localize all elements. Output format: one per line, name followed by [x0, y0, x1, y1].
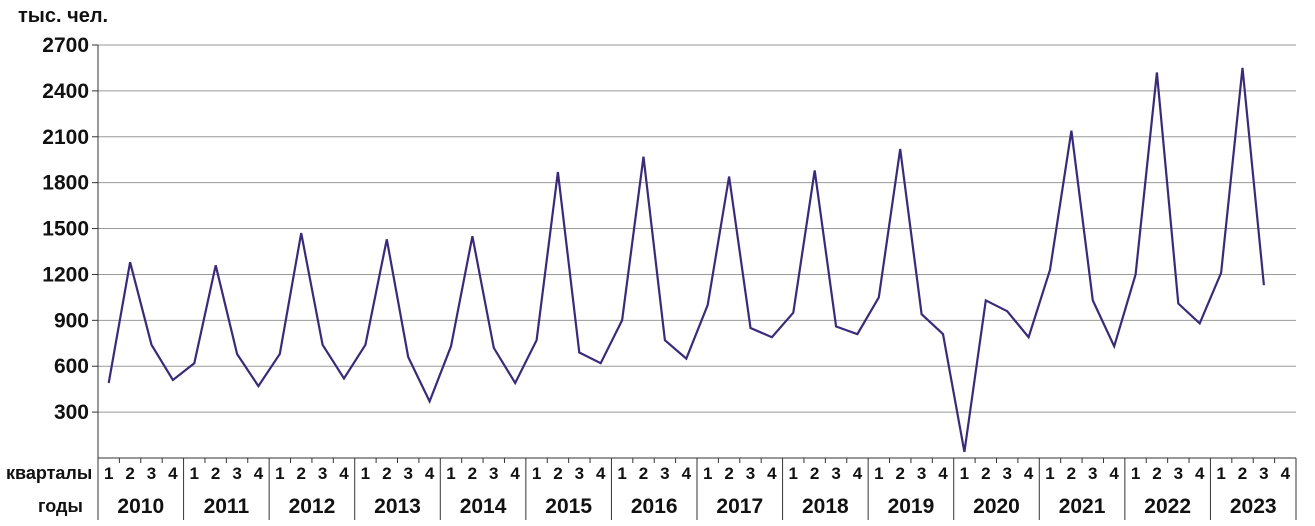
quarter-tick-label: 4 — [510, 464, 520, 483]
year-tick-label: 2020 — [973, 495, 1020, 518]
y-unit-label: тыс. чел. — [18, 5, 108, 27]
quarter-tick-label: 3 — [489, 464, 498, 483]
y-tick-label: 2700 — [42, 34, 89, 57]
year-tick-label: 2011 — [204, 495, 250, 518]
quarter-tick-label: 2 — [553, 464, 562, 483]
quarter-tick-label: 4 — [1109, 464, 1119, 483]
quarter-tick-label: 1 — [960, 464, 969, 483]
year-tick-label: 2018 — [802, 495, 849, 518]
quarter-tick-label: 1 — [190, 464, 199, 483]
quarter-tick-label: 2 — [211, 464, 220, 483]
quarter-tick-label: 2 — [981, 464, 990, 483]
quarter-tick-label: 4 — [1024, 464, 1034, 483]
quarter-tick-label: 2 — [1067, 464, 1076, 483]
quarter-tick-label: 1 — [703, 464, 712, 483]
quarter-tick-label: 3 — [1002, 464, 1011, 483]
y-tick-label: 600 — [54, 355, 89, 378]
year-tick-label: 2013 — [374, 495, 421, 518]
quarter-tick-label: 2 — [125, 464, 134, 483]
quarter-tick-label: 2 — [895, 464, 904, 483]
quarter-tick-label: 1 — [532, 464, 541, 483]
y-tick-labels: 300 600 900 1200 1500 1800 2100 2400 2700 — [42, 34, 89, 424]
year-tick-label: 2015 — [545, 495, 592, 518]
quarter-tick-label: 4 — [682, 464, 692, 483]
quarter-tick-label: 3 — [831, 464, 840, 483]
quarter-tick-label: 3 — [232, 464, 241, 483]
quarter-tick-label: 4 — [254, 464, 264, 483]
year-tick-label: 2021 — [1059, 495, 1106, 518]
quarter-tick-label: 2 — [468, 464, 477, 483]
axes — [92, 44, 1297, 520]
quarter-tick-label: 3 — [318, 464, 327, 483]
y-tick-label: 1200 — [42, 263, 89, 286]
quarter-tick-label: 3 — [1174, 464, 1183, 483]
quarter-tick-label: 4 — [168, 464, 178, 483]
y-tick-label: 1800 — [42, 172, 89, 195]
quarter-tick-label: 2 — [382, 464, 391, 483]
year-tick-label: 2014 — [460, 495, 507, 518]
quarter-tick-label: 3 — [917, 464, 926, 483]
year-tick-label: 2010 — [117, 495, 164, 518]
series-line — [107, 67, 1265, 453]
year-tick-label: 2017 — [716, 495, 763, 518]
year-tick-label: 2019 — [888, 495, 935, 518]
quarter-tick-label: 2 — [639, 464, 648, 483]
quarter-tick-label: 3 — [403, 464, 412, 483]
quarter-tick-label: 2 — [724, 464, 733, 483]
series-line-path — [107, 67, 1265, 453]
quarter-tick-label: 3 — [1088, 464, 1097, 483]
quarter-tick-label: 3 — [147, 464, 156, 483]
y-tick-label: 2400 — [42, 80, 89, 103]
quarter-tick-label: 3 — [1259, 464, 1268, 483]
quarter-tick-label: 4 — [853, 464, 863, 483]
quarter-tick-label: 4 — [767, 464, 777, 483]
quarter-tick-label: 1 — [361, 464, 370, 483]
quarter-tick-label: 3 — [746, 464, 755, 483]
quarter-tick-label: 1 — [1216, 464, 1225, 483]
quarter-tick-label: 4 — [1281, 464, 1291, 483]
quarter-tick-label: 4 — [339, 464, 349, 483]
quarter-tick-label: 4 — [1195, 464, 1205, 483]
quarter-tick-label: 4 — [938, 464, 948, 483]
quarter-tick-label: 4 — [596, 464, 606, 483]
quarter-tick-label: 2 — [810, 464, 819, 483]
quarter-tick-label: 3 — [575, 464, 584, 483]
year-tick-label: 2023 — [1230, 495, 1277, 518]
y-tick-label: 900 — [54, 309, 89, 332]
y-tick-label: 2100 — [42, 126, 89, 149]
quarter-tick-label: 3 — [660, 464, 669, 483]
quarter-tick-label: 1 — [446, 464, 455, 483]
gridlines — [98, 44, 1296, 413]
quarter-tick-label: 2 — [296, 464, 305, 483]
quarter-tick-label: 1 — [874, 464, 883, 483]
y-tick-label: 1500 — [42, 218, 89, 241]
quarter-tick-label: 1 — [275, 464, 284, 483]
quarter-tick-label: 2 — [1238, 464, 1247, 483]
year-tick-label: 2016 — [631, 495, 678, 518]
quarter-tick-label: 1 — [1045, 464, 1054, 483]
quarter-tick-label: 1 — [617, 464, 626, 483]
year-row-label: годы — [38, 496, 83, 516]
quarter-tick-label: 1 — [104, 464, 113, 483]
quarter-row-label: кварталы — [6, 463, 92, 483]
quarter-tick-label: 2 — [1152, 464, 1161, 483]
quarter-tick-label: 4 — [425, 464, 435, 483]
quarter-tick-label: 1 — [789, 464, 798, 483]
year-tick-label: 2012 — [289, 495, 336, 518]
quarter-tick-label: 1 — [1131, 464, 1140, 483]
y-tick-label: 300 — [54, 401, 89, 424]
year-tick-label: 2022 — [1144, 495, 1191, 518]
